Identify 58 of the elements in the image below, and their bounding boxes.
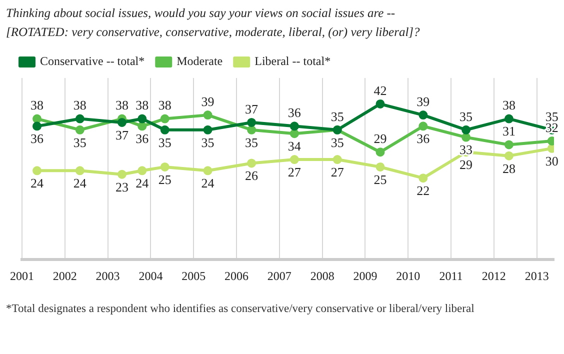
data-label: 24 [136,176,150,191]
data-label: 35 [545,108,558,124]
data-label: 38 [30,98,44,113]
data-label: 26 [245,168,259,184]
data-label: 38 [73,98,86,113]
x-tick-label: 2006 [224,268,249,283]
x-tick-label: 2008 [310,268,334,283]
data-label: 38 [136,98,149,113]
data-label: 35 [330,134,344,150]
data-label: 35 [245,134,258,150]
data-label: 31 [502,124,516,139]
data-label: 37 [245,101,259,116]
data-label: 37 [115,127,129,142]
data-label: 24 [201,176,215,191]
data-label: 38 [115,98,128,113]
data-label: 38 [502,98,516,113]
data-label: 34 [288,138,302,154]
data-label: 35 [201,134,214,150]
data-label: 24 [30,176,44,191]
data-label: 39 [201,94,214,109]
data-label: 28 [502,160,516,176]
data-label: 39 [416,94,430,109]
x-tick-label: 2012 [482,268,506,283]
x-tick-label: 2007 [267,268,292,283]
data-label: 36 [136,131,150,146]
data-label: 29 [374,131,387,146]
data-label: 35 [330,108,344,124]
data-label: 35 [73,134,86,150]
x-tick-label: 2002 [52,268,77,283]
data-label: 27 [330,164,344,180]
legend-label: Liberal -- total* [254,54,331,68]
legend-label: Conservative -- total* [40,54,145,68]
data-label: 29 [460,157,473,172]
x-tick-label: 2004 [138,268,163,283]
x-tick-label: 2003 [96,268,120,283]
data-label: 30 [545,153,558,168]
data-label: 35 [158,134,172,150]
data-label: 42 [374,82,387,98]
x-tick-label: 2010 [396,268,420,283]
data-label: 35 [460,108,473,124]
data-label: 25 [158,172,172,187]
text: *Total designates a respondent who identifies as conservative/very conservative or liberal/very liberal [6,303,474,315]
data-label: 27 [288,164,302,180]
data-label: 23 [115,179,128,194]
legend-label: Moderate [176,54,223,68]
data-label: 24 [73,176,87,191]
data-label: 25 [374,172,387,187]
x-tick-label: 2001 [10,268,34,283]
data-label: 38 [158,98,172,113]
x-tick-label: 2005 [182,268,206,283]
x-tick-label: 2011 [439,268,463,283]
x-tick-label: 2009 [353,268,378,283]
data-label: 36 [416,131,430,146]
data-label: 22 [416,182,430,198]
x-tick-label: 2013 [524,268,549,283]
chart-title: Thinking about social issues, would you say your views on social issues are -- [ROTATED: very conservative, conservative, moderate, liberal, (or) very liberal]? [6,5,421,41]
data-label: 36 [30,131,44,146]
data-label: 36 [288,105,302,120]
